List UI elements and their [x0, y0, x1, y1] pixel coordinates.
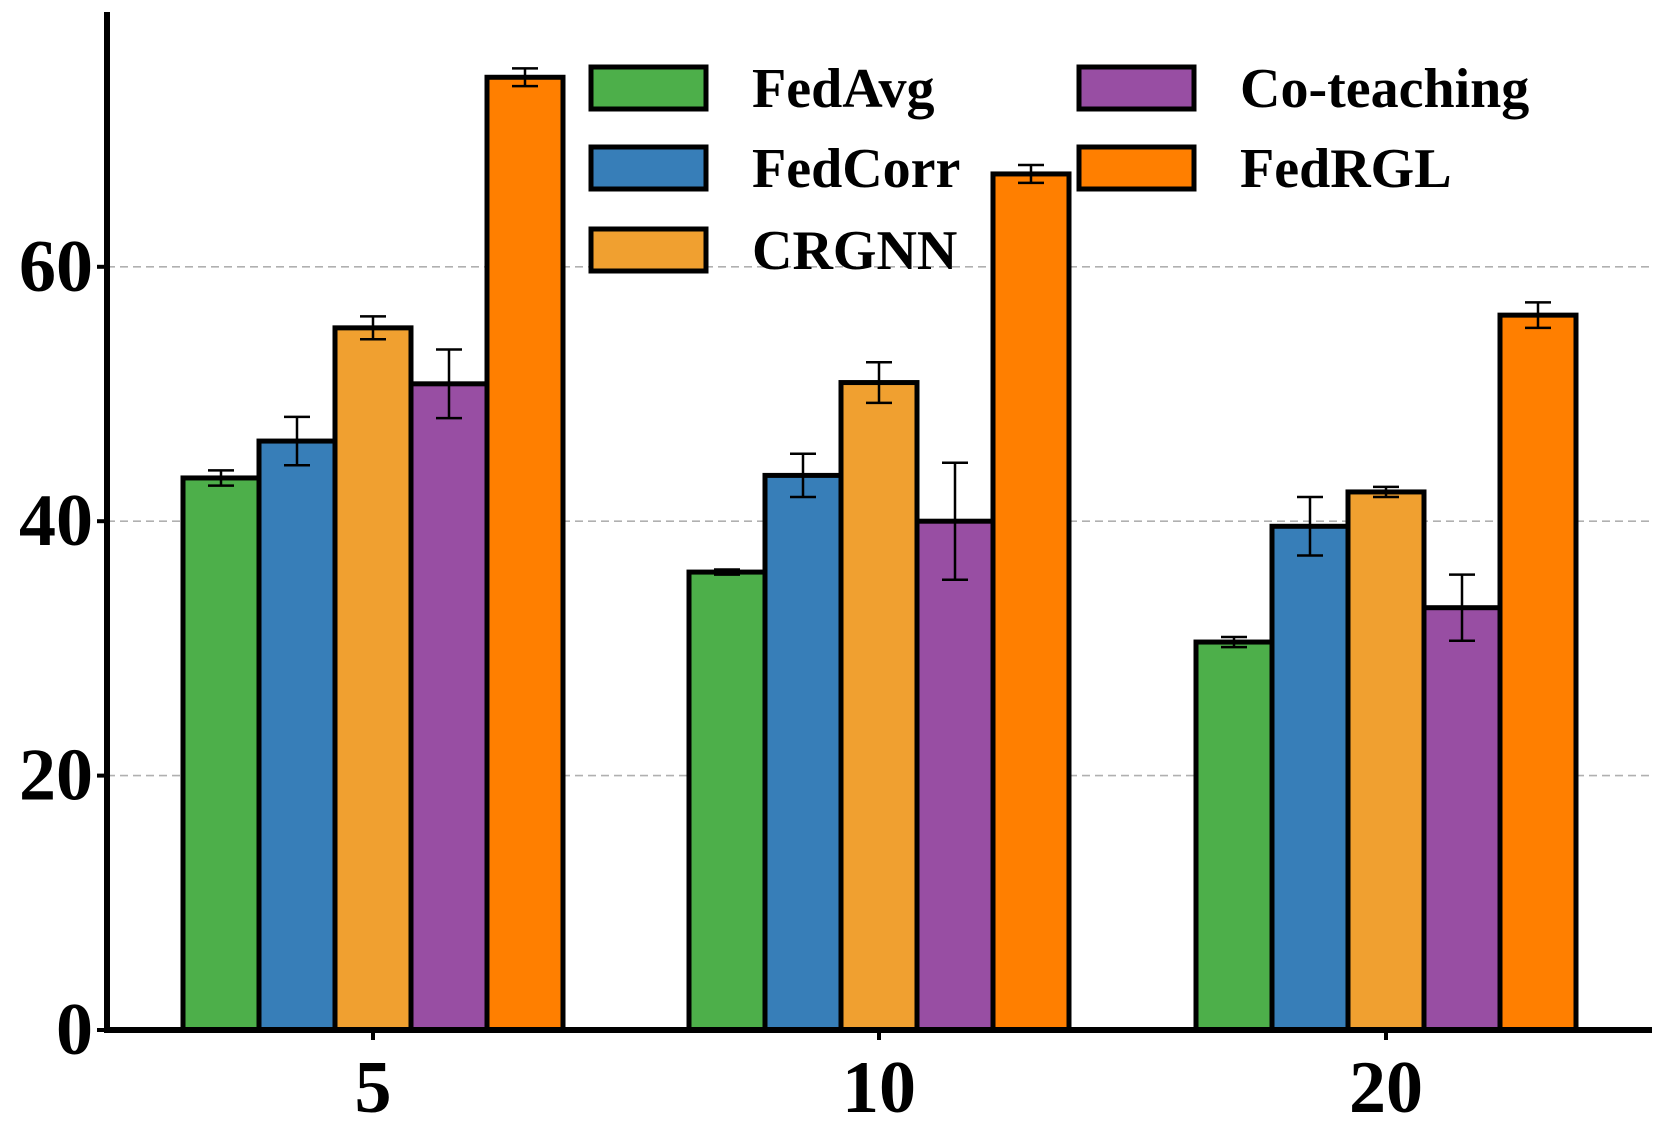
legend-label-co-teaching: Co-teaching [1240, 58, 1529, 120]
bar-fedavg-10 [686, 569, 768, 1033]
bar-fedavg-5 [180, 475, 262, 1033]
bar-fedrgl-20 [1497, 312, 1579, 1033]
error-bar-crgnn-10 [866, 360, 892, 405]
legend-label-fedavg: FedAvg [752, 58, 935, 120]
legend-label-fedcorr: FedCorr [752, 138, 960, 200]
legend-label-fedrgl: FedRGL [1240, 138, 1452, 200]
bar-fedrgl-10 [990, 171, 1072, 1033]
error-bar-fedcorr-10 [790, 452, 816, 499]
error-bar-fedavg-10 [714, 568, 740, 576]
legend-item-co-teaching: Co-teaching [1076, 58, 1529, 120]
x-axis-ticks: 5 10 20 [355, 1030, 1423, 1129]
bar-crgnn-20 [1345, 489, 1427, 1033]
y-tick-label-0: 0 [56, 989, 93, 1071]
legend-swatch-fedcorr [588, 144, 709, 192]
legend-item-fedrgl: FedRGL [1076, 138, 1452, 200]
error-bar-fedcorr-5 [284, 415, 310, 467]
y-tick-label-40: 40 [19, 480, 93, 562]
error-bar-fedrgl-5 [512, 67, 538, 88]
bars [180, 74, 1579, 1033]
legend-swatch-fedrgl [1076, 144, 1197, 192]
error-bars [208, 67, 1551, 649]
error-bar-fedrgl-10 [1018, 163, 1044, 185]
error-bar-fedavg-20 [1221, 635, 1247, 649]
bar-fedavg-20 [1193, 639, 1275, 1033]
bar-co-teaching-10 [914, 518, 996, 1033]
x-tick-label-10: 10 [842, 1047, 916, 1129]
legend-item-fedavg: FedAvg [588, 58, 935, 120]
y-axis-ticks: 0 20 40 60 [19, 226, 107, 1071]
bar-fedcorr-5 [256, 438, 338, 1033]
error-bar-fedrgl-20 [1525, 301, 1551, 330]
legend-swatch-crgnn [588, 226, 709, 274]
legend-swatch-co-teaching [1076, 64, 1197, 112]
bar-crgnn-10 [838, 380, 920, 1033]
bar-crgnn-5 [332, 325, 414, 1033]
error-bar-crgnn-20 [1373, 485, 1399, 499]
x-tick-label-5: 5 [355, 1047, 392, 1129]
legend-item-crgnn: CRGNN [588, 220, 957, 282]
error-bar-crgnn-5 [360, 315, 386, 341]
legend-item-fedcorr: FedCorr [588, 138, 960, 200]
error-bar-co-teaching-20 [1449, 573, 1475, 643]
y-tick-label-20: 20 [19, 735, 93, 817]
x-tick-label-20: 20 [1349, 1047, 1423, 1129]
legend-label-crgnn: CRGNN [752, 220, 957, 282]
bar-co-teaching-5 [408, 381, 490, 1033]
error-bar-fedavg-5 [208, 469, 234, 487]
bar-fedrgl-5 [484, 74, 566, 1033]
legend-swatch-fedavg [588, 64, 709, 112]
bar-fedcorr-20 [1269, 523, 1351, 1033]
legend: FedAvg FedCorr CRGNN Co-teaching FedRGL [588, 58, 1529, 282]
y-tick-label-60: 60 [19, 226, 93, 308]
bar-fedcorr-10 [762, 472, 844, 1033]
error-bar-fedcorr-20 [1297, 495, 1323, 557]
error-bar-co-teaching-5 [436, 348, 462, 420]
bar-co-teaching-20 [1421, 605, 1503, 1033]
error-bar-co-teaching-10 [942, 461, 968, 581]
